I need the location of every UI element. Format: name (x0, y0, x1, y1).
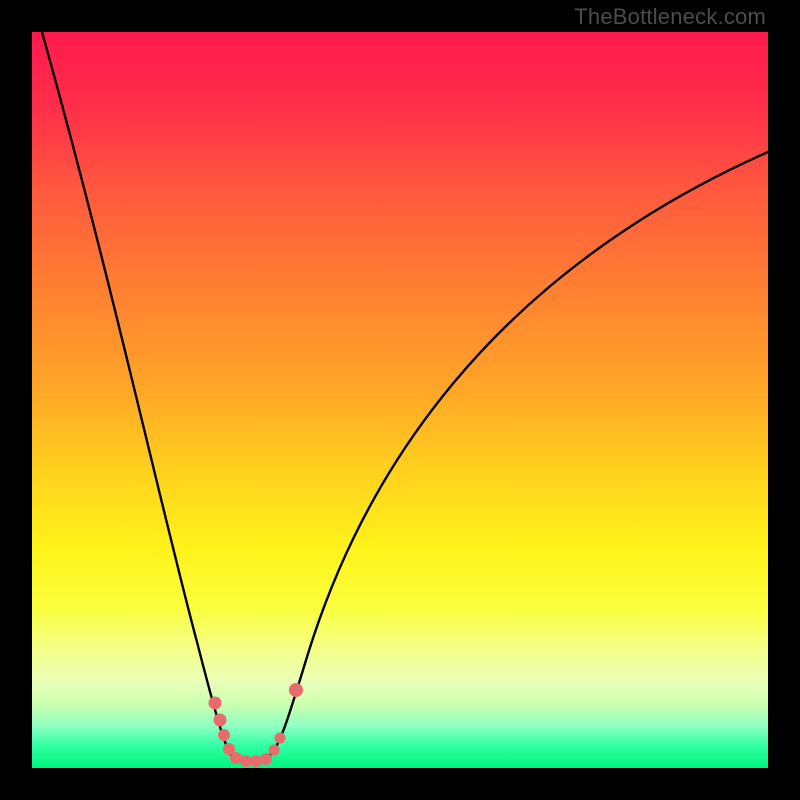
data-marker (209, 697, 222, 710)
data-marker (250, 755, 262, 767)
chart-plot-area (32, 32, 768, 768)
data-marker (218, 729, 230, 741)
frame-bottom (0, 768, 800, 800)
bottleneck-curve-left (42, 32, 250, 761)
frame-right (768, 0, 800, 800)
data-marker (275, 733, 286, 744)
bottleneck-curve-right (250, 152, 768, 761)
data-markers (209, 683, 304, 767)
data-marker (269, 745, 280, 756)
data-marker (289, 683, 303, 697)
chart-curve-layer (32, 32, 768, 768)
data-marker (214, 714, 227, 727)
data-marker (260, 753, 272, 765)
watermark-text: TheBottleneck.com (574, 4, 766, 30)
frame-left (0, 0, 32, 800)
